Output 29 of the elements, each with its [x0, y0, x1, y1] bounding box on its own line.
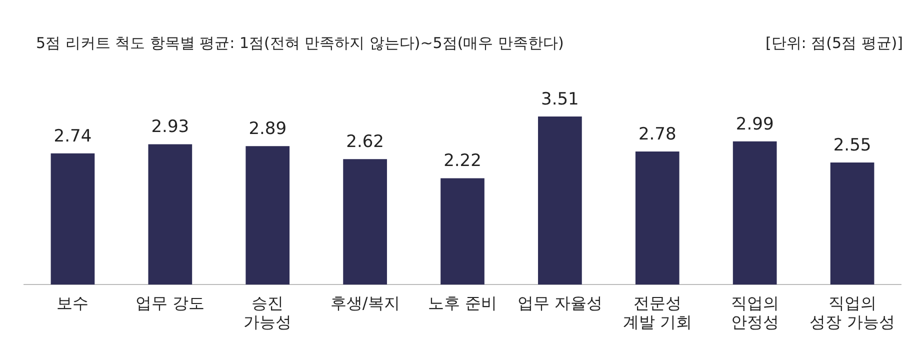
x-tick-label: 업무 자율성 — [517, 293, 602, 312]
bar — [830, 162, 874, 285]
x-tick-label: 노후 준비 — [428, 293, 498, 312]
text: [단위: 점(5점 평균)] — [765, 34, 904, 53]
bar — [50, 153, 95, 285]
x-tick-label: 직업의 안정성 — [730, 293, 779, 332]
bar — [246, 146, 290, 285]
data-label: 3.51 — [541, 89, 579, 110]
data-label: 2.62 — [346, 132, 384, 152]
data-label: 2.78 — [638, 124, 676, 144]
bar — [343, 159, 387, 285]
x-tick-label: 업무 강도 — [136, 293, 205, 312]
x-tick-label: 직업의 성장 가능성 — [810, 293, 895, 332]
bar — [538, 116, 582, 285]
bar — [635, 151, 680, 285]
data-label: 2.93 — [151, 117, 190, 138]
x-tick-label: 승진 가능성 — [244, 293, 292, 332]
bar — [148, 144, 192, 285]
x-tick-label: 후생/복지 — [330, 293, 400, 312]
x-tick-label: 보수 — [56, 293, 89, 312]
data-label: 2.89 — [248, 119, 287, 140]
data-label: 2.74 — [54, 126, 92, 146]
bar — [440, 178, 484, 285]
bar — [732, 141, 777, 285]
data-label: 2.99 — [736, 114, 774, 134]
chart-title: 5점 리커트 척도 항목별 평균: 1점(전혀 만족하지 않는다)~5점(매우 만족한다) — [35, 34, 564, 53]
data-label: 2.55 — [833, 135, 872, 156]
data-label: 2.22 — [444, 151, 482, 172]
x-tick-label: 전문성 계발 기회 — [622, 293, 692, 332]
